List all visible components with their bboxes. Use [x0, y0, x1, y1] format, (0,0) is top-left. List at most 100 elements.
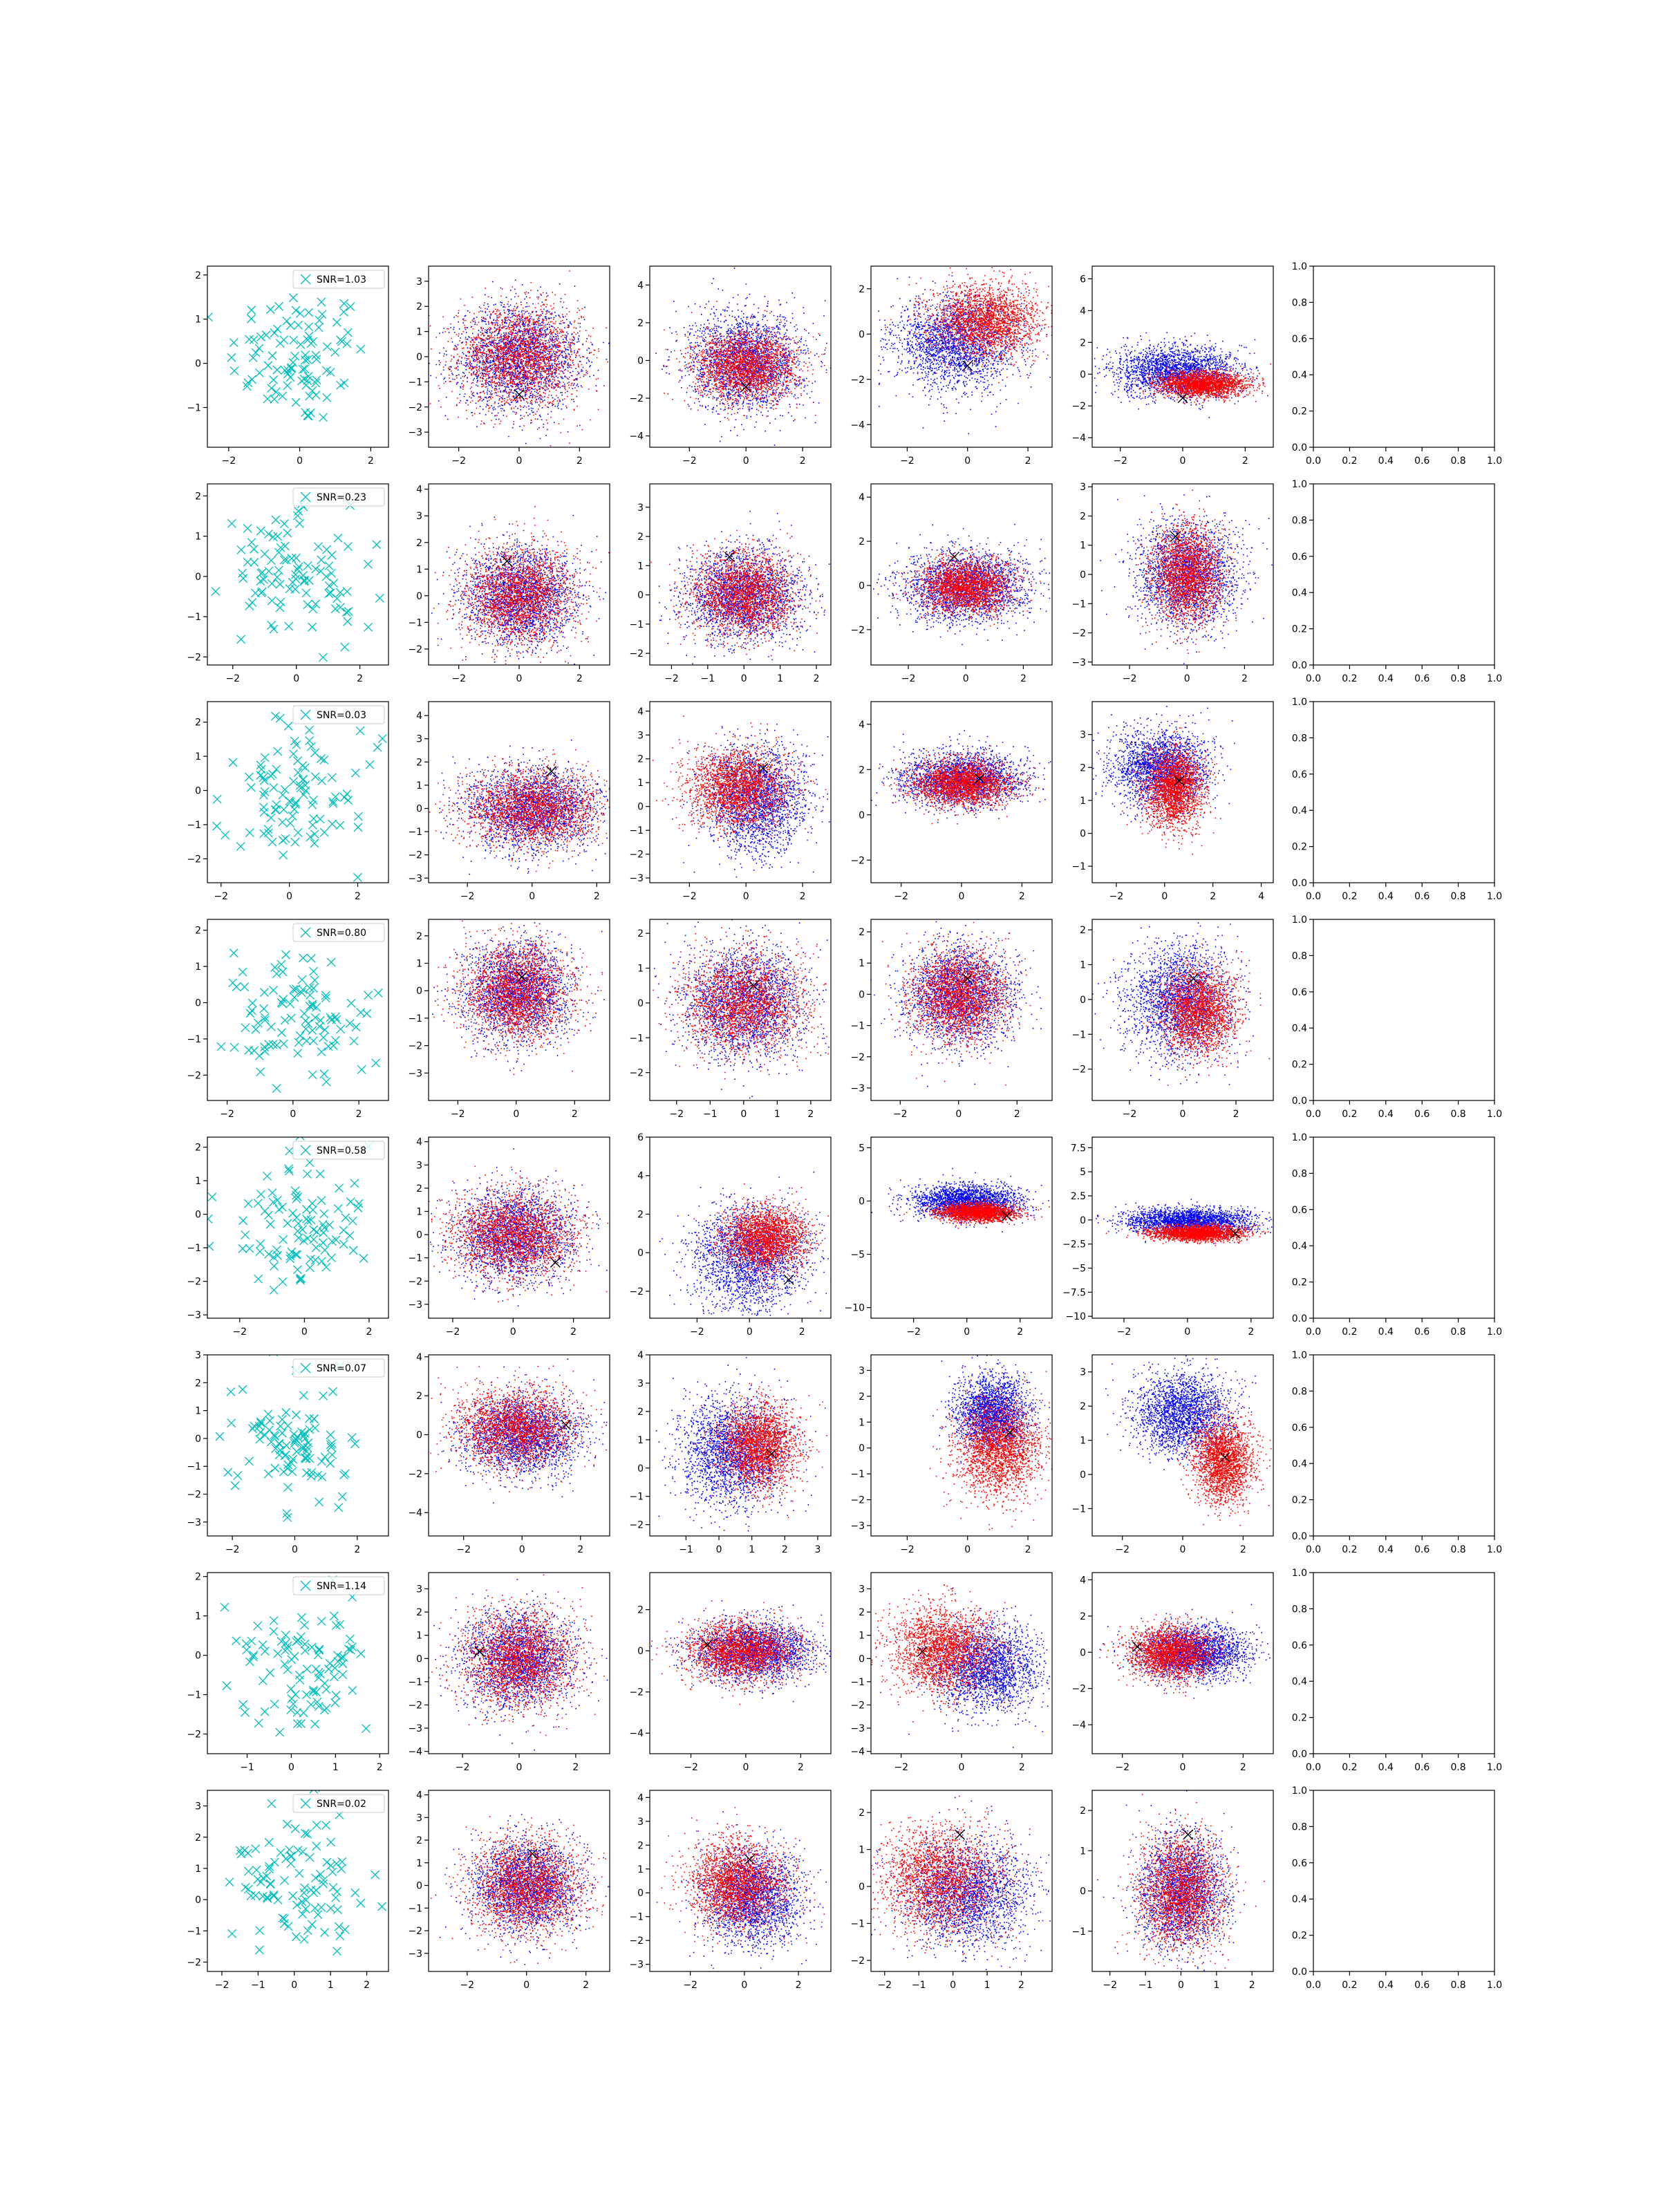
y-tick-label: −1 — [187, 1690, 201, 1701]
y-tick-label: 4 — [859, 720, 865, 731]
y-tick-label: 1.0 — [1292, 1132, 1307, 1143]
sample-marker — [305, 308, 313, 317]
sample-marker — [303, 601, 312, 609]
blue-point-cloud — [435, 1814, 626, 1965]
legend: SNR=0.07 — [293, 1359, 384, 1377]
x-tick-label: 1.0 — [1487, 1762, 1502, 1773]
blue-point-cloud — [880, 1588, 1071, 1748]
sample-marker — [328, 1451, 337, 1459]
y-tick-label: 0.2 — [1292, 406, 1307, 418]
sample-marker — [260, 1004, 268, 1013]
y-tick-label: −4 — [408, 1747, 422, 1758]
y-tick-label: −1 — [187, 820, 201, 831]
sample-marker — [329, 1883, 337, 1891]
sample-marker — [261, 1043, 269, 1051]
sample-marker — [278, 1429, 286, 1437]
sample-marker — [319, 1033, 328, 1042]
y-tick-label: 0 — [1080, 369, 1086, 380]
x-tick-label: −2 — [900, 456, 915, 467]
y-tick-label: −3 — [850, 1521, 865, 1532]
y-tick-label: −2 — [1071, 401, 1086, 412]
x-tick-label: 2 — [356, 1109, 362, 1120]
red-point-cloud — [422, 1575, 605, 1736]
sample-marker — [234, 1472, 242, 1480]
sample-marker — [325, 1665, 333, 1674]
y-tick-label: 3 — [859, 1584, 865, 1595]
sample-marker — [288, 812, 297, 821]
axes-frame — [1313, 1355, 1494, 1536]
x-tick-label: 1 — [749, 1544, 755, 1555]
x-tick-label: 2 — [354, 1544, 360, 1555]
y-tick-label: −2 — [629, 1286, 644, 1297]
sample-marker — [270, 1617, 278, 1625]
sample-marker — [302, 589, 310, 597]
sample-marker — [330, 579, 338, 588]
sample-marker — [247, 1892, 255, 1900]
sample-marker — [236, 843, 245, 851]
x-tick-label: −2 — [894, 891, 908, 902]
y-tick-label: −2 — [408, 1276, 422, 1287]
sample-marker — [283, 1483, 292, 1492]
y-tick-label: 1.0 — [1292, 915, 1307, 926]
sample-marker — [282, 1441, 290, 1450]
y-tick-label: −3 — [187, 1517, 201, 1528]
sample-marker — [270, 1262, 279, 1271]
sample-marker — [327, 569, 335, 577]
x-tick-label: 2 — [814, 673, 820, 684]
x-tick-label: −2 — [682, 456, 697, 467]
sample-marker — [248, 599, 256, 607]
sample-marker — [309, 967, 317, 975]
sample-marker — [310, 1414, 318, 1423]
y-tick-label: −1 — [187, 612, 201, 623]
sample-marker — [306, 1159, 314, 1167]
y-tick-label: 0.0 — [1292, 442, 1307, 453]
sample-marker — [244, 1867, 252, 1875]
sample-marker — [335, 1503, 343, 1512]
x-tick-label: 0 — [742, 1762, 749, 1773]
x-tick-label: −1 — [701, 673, 715, 684]
y-tick-label: −2 — [629, 393, 644, 404]
y-tick-label: 0.4 — [1292, 1676, 1307, 1687]
sample-marker — [375, 594, 384, 602]
sample-marker — [272, 970, 281, 978]
sample-marker — [339, 1226, 348, 1235]
blue-point-cloud — [1097, 1790, 1245, 1981]
sample-marker — [298, 1897, 306, 1906]
sample-marker — [281, 834, 290, 843]
sample-marker — [265, 567, 273, 575]
blue-point-cloud — [870, 1797, 1089, 1988]
y-tick-label: 6 — [1080, 274, 1086, 285]
sample-marker — [273, 573, 281, 581]
subplot-r1-c6: 0.0 0.2 0.4 0.6 0.8 1.00.00.20.40.60.81.0 — [1292, 261, 1502, 467]
y-tick-label: 2 — [416, 757, 422, 768]
sample-marker — [302, 1205, 310, 1213]
x-tick-label: 1 — [328, 1980, 334, 1991]
axes-frame — [429, 919, 610, 1100]
x-tick-label: −2 — [460, 891, 475, 902]
sample-marker — [334, 1204, 342, 1212]
x-tick-label: 2 — [572, 1109, 578, 1120]
sample-marker — [310, 1888, 318, 1897]
y-tick-label: 0.0 — [1292, 1531, 1307, 1542]
sample-marker — [373, 541, 381, 549]
y-tick-label: 0 — [859, 1196, 865, 1207]
sample-marker — [256, 527, 265, 535]
sample-marker — [320, 828, 328, 836]
sample-marker — [327, 958, 335, 966]
x-tick-label: −2 — [456, 1544, 471, 1555]
sample-marker — [243, 558, 252, 566]
red-point-cloud — [1117, 1794, 1265, 1977]
sample-marker — [328, 1254, 336, 1262]
sample-marker — [274, 566, 283, 574]
axes-frame — [207, 266, 388, 447]
x-tick-label: 0.8 — [1450, 1109, 1465, 1120]
sample-marker — [307, 1700, 315, 1709]
sample-marker — [276, 1107, 284, 1116]
y-tick-label: 3 — [637, 503, 644, 514]
x-tick-label: 0 — [743, 456, 749, 467]
x-tick-label: 0.0 — [1306, 673, 1321, 684]
sample-marker — [331, 1698, 339, 1707]
